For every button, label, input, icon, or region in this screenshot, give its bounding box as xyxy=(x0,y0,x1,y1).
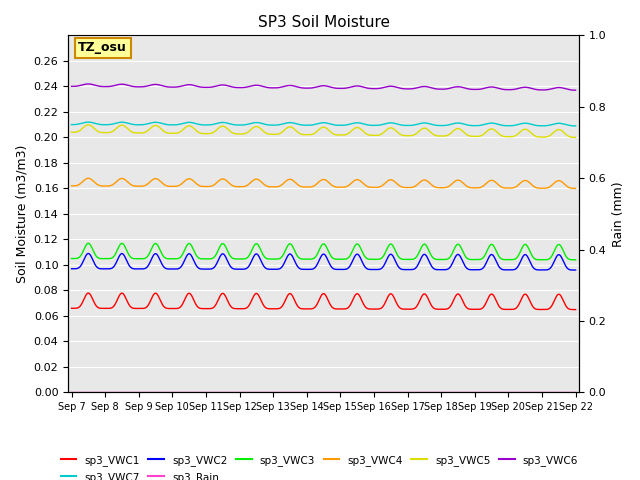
sp3_VWC2 xyxy=(237,266,244,272)
sp3_VWC2 xyxy=(84,251,92,256)
sp3_VWC3 xyxy=(180,249,188,254)
Legend: sp3_VWC1, sp3_VWC2, sp3_VWC3, sp3_VWC4, sp3_VWC5, sp3_VWC6: sp3_VWC1, sp3_VWC2, sp3_VWC3, sp3_VWC4, … xyxy=(56,451,582,470)
sp3_Rain xyxy=(512,390,520,396)
Line: sp3_VWC4: sp3_VWC4 xyxy=(72,178,575,188)
sp3_VWC3 xyxy=(68,256,76,262)
sp3_VWC7 xyxy=(468,123,476,129)
sp3_VWC4 xyxy=(180,179,188,185)
sp3_VWC4 xyxy=(468,185,476,191)
sp3_VWC4 xyxy=(512,184,520,190)
sp3_VWC7 xyxy=(84,119,92,125)
Line: sp3_VWC1: sp3_VWC1 xyxy=(72,293,575,310)
Line: sp3_VWC2: sp3_VWC2 xyxy=(72,253,575,270)
Title: SP3 Soil Moisture: SP3 Soil Moisture xyxy=(257,15,390,30)
sp3_VWC2 xyxy=(168,266,175,272)
sp3_VWC3 xyxy=(168,256,175,262)
sp3_VWC2 xyxy=(468,267,476,273)
Line: sp3_VWC5: sp3_VWC5 xyxy=(72,125,575,137)
sp3_VWC7 xyxy=(237,122,244,128)
sp3_Rain xyxy=(572,390,579,396)
Y-axis label: Soil Moisture (m3/m3): Soil Moisture (m3/m3) xyxy=(15,144,28,283)
sp3_VWC1 xyxy=(68,305,76,311)
sp3_VWC6 xyxy=(468,86,476,92)
sp3_Rain xyxy=(180,390,188,396)
sp3_VWC1 xyxy=(84,290,92,296)
sp3_VWC2 xyxy=(180,259,188,264)
sp3_VWC4 xyxy=(402,185,410,191)
Y-axis label: Rain (mm): Rain (mm) xyxy=(612,181,625,247)
sp3_VWC7 xyxy=(402,122,410,128)
sp3_VWC4 xyxy=(572,185,579,191)
Legend: sp3_VWC7, sp3_Rain: sp3_VWC7, sp3_Rain xyxy=(56,468,223,480)
sp3_VWC7 xyxy=(512,122,520,128)
sp3_VWC5 xyxy=(468,133,476,139)
sp3_VWC6 xyxy=(572,87,579,93)
sp3_VWC1 xyxy=(512,305,520,311)
sp3_VWC3 xyxy=(468,257,476,263)
sp3_VWC2 xyxy=(402,267,410,273)
sp3_Rain xyxy=(401,390,409,396)
sp3_VWC6 xyxy=(402,86,410,92)
sp3_VWC7 xyxy=(168,122,175,128)
sp3_Rain xyxy=(168,390,175,396)
sp3_VWC3 xyxy=(512,255,520,261)
sp3_VWC6 xyxy=(68,84,76,89)
sp3_VWC2 xyxy=(68,266,76,272)
sp3_Rain xyxy=(68,390,76,396)
sp3_VWC4 xyxy=(237,184,244,190)
sp3_VWC5 xyxy=(180,126,188,132)
sp3_VWC6 xyxy=(168,84,175,90)
sp3_VWC2 xyxy=(512,266,520,272)
sp3_VWC7 xyxy=(68,122,76,128)
sp3_VWC6 xyxy=(84,81,92,87)
sp3_VWC7 xyxy=(180,120,188,126)
sp3_VWC5 xyxy=(84,122,92,128)
sp3_VWC4 xyxy=(168,183,175,189)
sp3_Rain xyxy=(236,390,244,396)
sp3_VWC5 xyxy=(572,134,579,140)
Text: TZ_osu: TZ_osu xyxy=(78,41,127,54)
sp3_VWC1 xyxy=(168,306,175,312)
sp3_VWC3 xyxy=(402,256,410,262)
sp3_VWC3 xyxy=(237,256,244,262)
sp3_VWC3 xyxy=(84,240,92,246)
Line: sp3_VWC7: sp3_VWC7 xyxy=(72,122,575,126)
sp3_VWC6 xyxy=(237,85,244,91)
sp3_VWC4 xyxy=(84,175,92,181)
sp3_VWC5 xyxy=(402,133,410,139)
sp3_VWC1 xyxy=(572,307,579,312)
sp3_VWC2 xyxy=(572,267,579,273)
sp3_VWC1 xyxy=(402,306,410,312)
sp3_VWC1 xyxy=(237,306,244,312)
sp3_VWC5 xyxy=(512,132,520,138)
Line: sp3_VWC6: sp3_VWC6 xyxy=(72,84,575,90)
sp3_VWC5 xyxy=(168,131,175,136)
sp3_VWC6 xyxy=(512,86,520,92)
sp3_VWC1 xyxy=(180,299,188,304)
sp3_VWC5 xyxy=(237,131,244,137)
sp3_VWC7 xyxy=(572,123,579,129)
sp3_VWC3 xyxy=(572,257,579,263)
sp3_VWC6 xyxy=(180,83,188,88)
sp3_VWC5 xyxy=(68,130,76,135)
sp3_VWC4 xyxy=(68,183,76,189)
Line: sp3_VWC3: sp3_VWC3 xyxy=(72,243,575,260)
sp3_Rain xyxy=(467,390,475,396)
sp3_VWC1 xyxy=(468,306,476,312)
